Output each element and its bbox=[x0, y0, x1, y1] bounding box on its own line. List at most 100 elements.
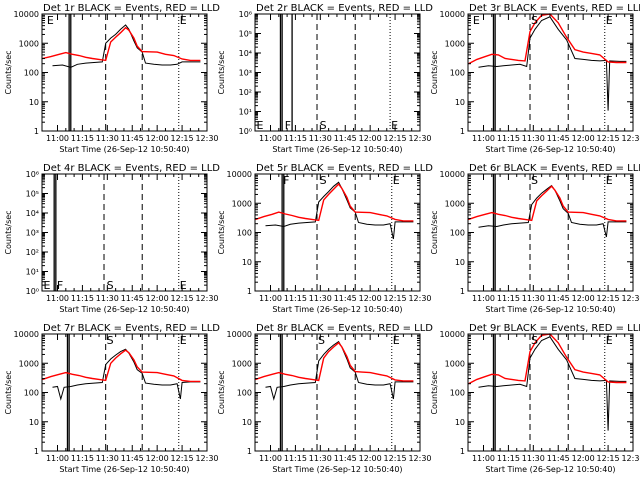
series-line-events bbox=[265, 181, 414, 240]
y-tick-label: 1 bbox=[460, 287, 465, 296]
plot-frame bbox=[254, 173, 421, 292]
x-tick-label: 11:30 bbox=[309, 134, 332, 143]
x-tick-label: 11:45 bbox=[334, 454, 357, 463]
series-line-lld bbox=[468, 185, 627, 222]
x-axis-label: Start Time (26-Sep-12 10:50:40) bbox=[59, 145, 189, 154]
x-tick-label: 12:15 bbox=[597, 454, 620, 463]
y-tick-label: 10 bbox=[455, 258, 465, 267]
y-tick-label: 10 bbox=[455, 98, 465, 107]
y-tick-label: 1 bbox=[247, 447, 252, 456]
y-tick-label: 1000 bbox=[19, 39, 39, 48]
flag-label: E bbox=[180, 279, 187, 292]
y-tick-label: 10000 bbox=[440, 170, 465, 179]
y-tick-label: 1 bbox=[34, 447, 39, 456]
x-tick-label: 11:15 bbox=[284, 294, 307, 303]
series-line-events bbox=[478, 16, 627, 111]
y-tick-label: 1 bbox=[460, 127, 465, 136]
plot-frame bbox=[41, 13, 208, 132]
flag-label: E bbox=[257, 119, 264, 132]
x-tick-label: 12:00 bbox=[359, 454, 382, 463]
x-tick-label: 12:30 bbox=[195, 134, 218, 143]
flag-label: S bbox=[531, 334, 538, 347]
x-tick-label: 12:00 bbox=[359, 134, 382, 143]
y-tick-label: 10⁴ bbox=[239, 49, 252, 58]
x-tick-label: 11:15 bbox=[71, 294, 94, 303]
y-tick-label: 10³ bbox=[26, 229, 39, 238]
x-tick-label: 11:30 bbox=[522, 454, 545, 463]
x-tick-label: 12:30 bbox=[408, 454, 431, 463]
y-tick-label: 10000 bbox=[440, 330, 465, 339]
x-tick-label: 11:00 bbox=[46, 454, 69, 463]
y-axis-label: Counts/sec bbox=[430, 370, 439, 414]
y-tick-label: 1 bbox=[460, 447, 465, 456]
y-tick-label: 1000 bbox=[445, 359, 465, 368]
flag-label: E bbox=[393, 334, 400, 347]
panel-title: Det 1r BLACK = Events, RED = LLD bbox=[43, 3, 220, 14]
flag-label: S bbox=[531, 174, 538, 187]
x-tick-label: 12:30 bbox=[408, 134, 431, 143]
x-tick-label: 12:00 bbox=[572, 294, 595, 303]
x-tick-label: 11:15 bbox=[284, 454, 307, 463]
flag-label: S bbox=[320, 119, 327, 132]
x-tick-label: 12:30 bbox=[195, 454, 218, 463]
flag-label: F bbox=[285, 119, 291, 132]
y-tick-label: 100 bbox=[237, 229, 252, 238]
x-axis-label: Start Time (26-Sep-12 10:50:40) bbox=[272, 145, 402, 154]
flag-label: E bbox=[180, 334, 187, 347]
y-tick-label: 10⁰ bbox=[26, 287, 39, 296]
y-tick-label: 100 bbox=[24, 389, 39, 398]
x-axis-label: Start Time (26-Sep-12 10:50:40) bbox=[485, 465, 615, 474]
x-tick-label: 12:15 bbox=[171, 134, 194, 143]
x-tick-label: 12:00 bbox=[572, 454, 595, 463]
y-tick-label: 10¹ bbox=[26, 268, 39, 277]
x-axis-label: Start Time (26-Sep-12 10:50:40) bbox=[272, 465, 402, 474]
y-tick-label: 100 bbox=[450, 229, 465, 238]
panel-title: Det 8r BLACK = Events, RED = LLD bbox=[256, 323, 433, 334]
y-tick-label: 10000 bbox=[227, 330, 252, 339]
y-tick-label: 1000 bbox=[445, 39, 465, 48]
x-tick-label: 11:45 bbox=[334, 294, 357, 303]
x-tick-label: 11:15 bbox=[71, 454, 94, 463]
panel-title: Det 5r BLACK = Events, RED = LLD bbox=[256, 163, 433, 174]
y-tick-label: 100 bbox=[237, 389, 252, 398]
flag-label: E bbox=[606, 174, 613, 187]
x-tick-label: 12:15 bbox=[384, 134, 407, 143]
x-tick-label: 11:30 bbox=[522, 294, 545, 303]
series-line-lld bbox=[255, 183, 414, 222]
plot-frame bbox=[467, 333, 634, 452]
x-tick-label: 11:00 bbox=[259, 454, 282, 463]
y-tick-label: 10 bbox=[242, 418, 252, 427]
y-tick-label: 10 bbox=[29, 418, 39, 427]
y-tick-label: 10⁶ bbox=[26, 170, 39, 179]
panel-title: Det 7r BLACK = Events, RED = LLD bbox=[43, 323, 220, 334]
flag-label: E bbox=[180, 14, 187, 27]
series-line-events bbox=[52, 24, 201, 68]
y-tick-label: 10² bbox=[26, 248, 39, 257]
x-tick-label: 11:00 bbox=[472, 134, 495, 143]
flag-label: E bbox=[473, 14, 480, 27]
y-tick-label: 1000 bbox=[19, 359, 39, 368]
x-tick-label: 11:45 bbox=[547, 294, 570, 303]
y-tick-label: 10 bbox=[455, 418, 465, 427]
panel-title: Det 6r BLACK = Events, RED = LLD bbox=[469, 163, 640, 174]
y-tick-label: 10⁰ bbox=[239, 127, 252, 136]
flag-label: S bbox=[531, 14, 538, 27]
x-axis-label: Start Time (26-Sep-12 10:50:40) bbox=[59, 465, 189, 474]
y-axis-label: Counts/sec bbox=[430, 50, 439, 94]
x-tick-label: 11:15 bbox=[497, 134, 520, 143]
x-tick-label: 11:00 bbox=[46, 294, 69, 303]
panel-title: Det 3r BLACK = Events, RED = LLD bbox=[469, 3, 640, 14]
panel-title: Det 4r BLACK = Events, RED = LLD bbox=[43, 163, 220, 174]
x-tick-label: 11:45 bbox=[547, 134, 570, 143]
y-tick-label: 100 bbox=[450, 389, 465, 398]
y-axis-label: Counts/sec bbox=[4, 210, 13, 254]
x-tick-label: 12:00 bbox=[572, 134, 595, 143]
y-tick-label: 10000 bbox=[227, 170, 252, 179]
series-line-lld bbox=[255, 341, 414, 382]
x-tick-label: 11:45 bbox=[547, 454, 570, 463]
y-tick-label: 100 bbox=[24, 69, 39, 78]
